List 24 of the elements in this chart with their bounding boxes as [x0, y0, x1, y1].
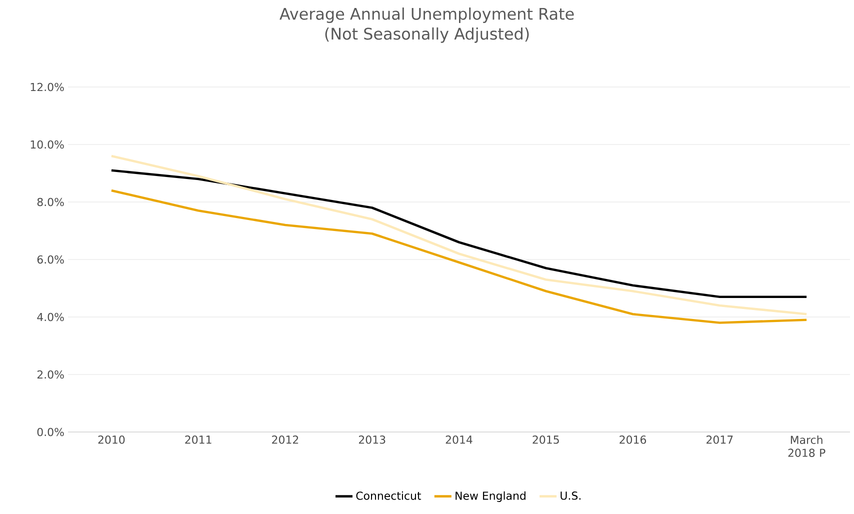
legend-label: New England — [456, 491, 526, 502]
legend-label: U.S. — [560, 491, 580, 500]
x-tick-label: 2012 — [272, 436, 298, 444]
line-series — [110, 169, 808, 298]
legend-label: Connecticut — [356, 491, 422, 500]
chart-subtitle: (Not Seasonally Adjusted) — [325, 27, 529, 43]
line-series — [110, 189, 808, 324]
x-tick-label: 2016 — [620, 436, 646, 444]
x-tick-label: March 2018 P — [788, 436, 826, 457]
x-tick-label: 2015 — [532, 436, 559, 444]
y-tick-label: 0.0% — [37, 428, 64, 436]
x-tick-label: 2011 — [185, 436, 212, 444]
y-tick-label: 6.0% — [37, 255, 64, 264]
x-tick-label: 2017 — [706, 436, 733, 444]
y-tick-label: 12.0% — [30, 82, 64, 92]
chart-title: Average Annual Unemployment Rate — [280, 8, 574, 23]
line-series — [110, 154, 808, 316]
x-tick-label: 2010 — [98, 436, 125, 444]
x-tick-label: 2013 — [358, 436, 386, 444]
y-tick-label: 8.0% — [37, 198, 64, 206]
y-tick-label: 4.0% — [37, 312, 64, 322]
y-tick-label: 10.0% — [30, 140, 64, 149]
x-tick-label: 2014 — [446, 436, 472, 444]
y-tick-label: 2.0% — [37, 370, 64, 379]
